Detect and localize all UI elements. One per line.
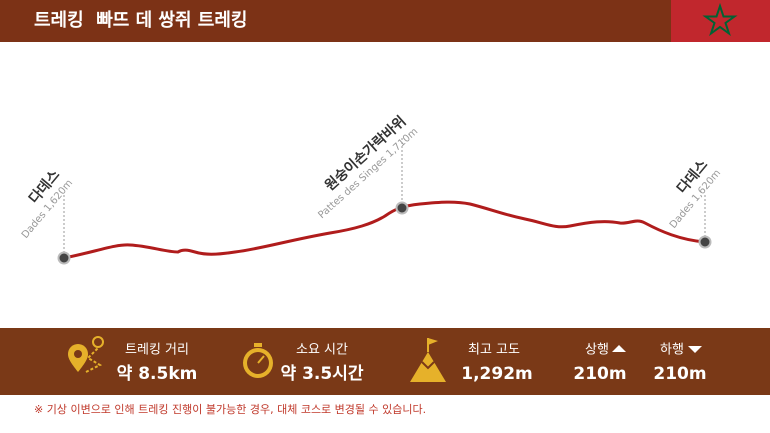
distance-icon: [68, 336, 104, 373]
note: ※ 기상 이변으로 인해 트레킹 진행이 불가능한 경우, 대체 코스로 변경될…: [34, 402, 426, 416]
altitude-icon: [410, 338, 446, 382]
time-icon: [243, 343, 273, 378]
stat-value: 약 3.5시간: [281, 363, 364, 384]
stats-bar: [0, 328, 770, 395]
stat-label: 하행: [660, 342, 684, 358]
stat-label: 상행: [585, 342, 609, 358]
stat-label: 최고 고도: [468, 343, 520, 358]
stat-value: 210m: [573, 364, 626, 384]
header-title: 트레킹 빠뜨 데 쌍쥐 트레킹: [34, 10, 248, 31]
stat-label: 트레킹 거리: [125, 343, 189, 358]
stat-label: 소요 시간: [296, 343, 348, 358]
header-bar: [0, 0, 770, 42]
up-icon: [612, 345, 626, 352]
down-icon: [688, 346, 702, 353]
profile: [57, 138, 712, 265]
stat-value: 약 8.5km: [117, 363, 198, 384]
stat-value: 1,292m: [461, 364, 533, 384]
flag: [671, 0, 770, 42]
stat-value: 210m: [653, 364, 706, 384]
